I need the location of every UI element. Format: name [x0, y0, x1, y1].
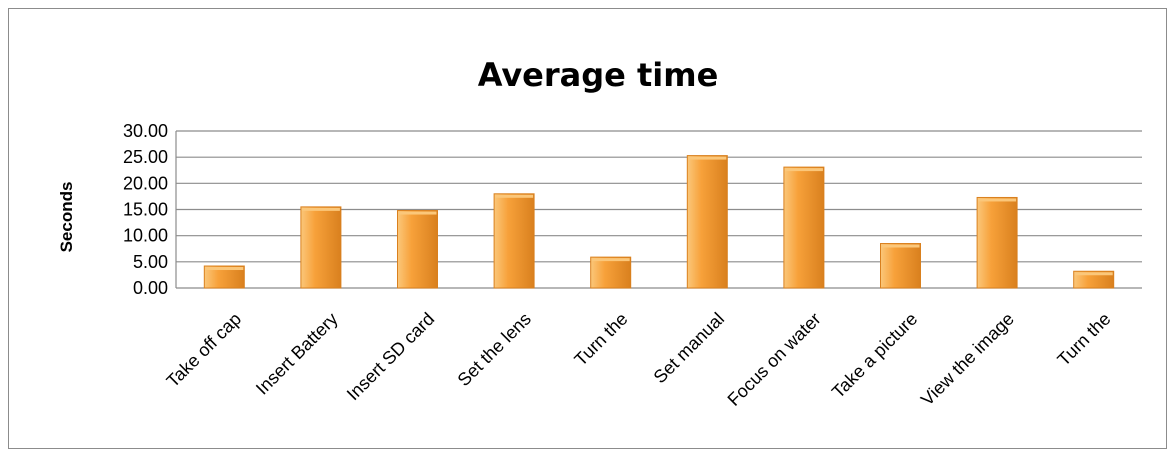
bar	[590, 256, 632, 289]
bar-top-highlight	[784, 168, 823, 172]
x-category-label: Take off cap	[163, 309, 246, 392]
bars	[203, 155, 1115, 289]
bar-top-highlight	[591, 258, 630, 262]
x-category-label: Focus on water	[724, 309, 825, 410]
bar-top-highlight	[205, 267, 244, 271]
bar-top-highlight	[978, 198, 1017, 202]
y-tick-label: 30.00	[123, 121, 168, 141]
y-tick-label: 20.00	[123, 173, 168, 193]
chart-frame: Average time Seconds 0.00 5.00 10.00 15.00 2…	[8, 8, 1167, 449]
x-category-label: Set the lens	[454, 309, 535, 390]
bar-top-highlight	[1074, 272, 1113, 276]
bar-chart: Average time Seconds 0.00 5.00 10.00 15.00 2…	[57, 56, 1142, 410]
x-axis-categories: Take off cap Insert Battery Insert SD card…	[163, 309, 1115, 410]
x-category-label: View the image	[917, 309, 1018, 410]
y-axis-label: Seconds	[57, 182, 76, 253]
y-axis-ticks: 0.00 5.00 10.00 15.00 20.00 25.00 30.00	[123, 121, 168, 298]
bar-top-highlight	[688, 156, 727, 160]
x-category-label: Insert SD card	[343, 309, 438, 404]
bar	[686, 155, 728, 289]
x-category-label: Insert Battery	[252, 309, 342, 399]
bar	[880, 243, 921, 289]
x-category-label: Turn the	[570, 309, 631, 370]
y-tick-label: 15.00	[123, 200, 168, 220]
bar-top-highlight	[881, 244, 920, 248]
bar-top-highlight	[301, 207, 340, 211]
bar	[300, 206, 342, 289]
bar	[783, 166, 825, 289]
bar	[493, 193, 535, 289]
y-tick-label: 0.00	[133, 278, 168, 298]
bar-top-highlight	[398, 211, 437, 215]
y-tick-label: 5.00	[133, 252, 168, 272]
bar	[976, 196, 1018, 289]
bar-top-highlight	[495, 194, 534, 198]
x-category-label: Turn the	[1053, 309, 1114, 370]
x-category-label: Set manual	[650, 309, 729, 388]
bar	[397, 210, 438, 289]
y-tick-label: 10.00	[123, 226, 168, 246]
chart-title: Average time	[478, 56, 719, 94]
bar	[203, 265, 245, 289]
x-category-label: Take a picture	[828, 309, 921, 402]
y-tick-label: 25.00	[123, 147, 168, 167]
bar	[1073, 270, 1115, 289]
